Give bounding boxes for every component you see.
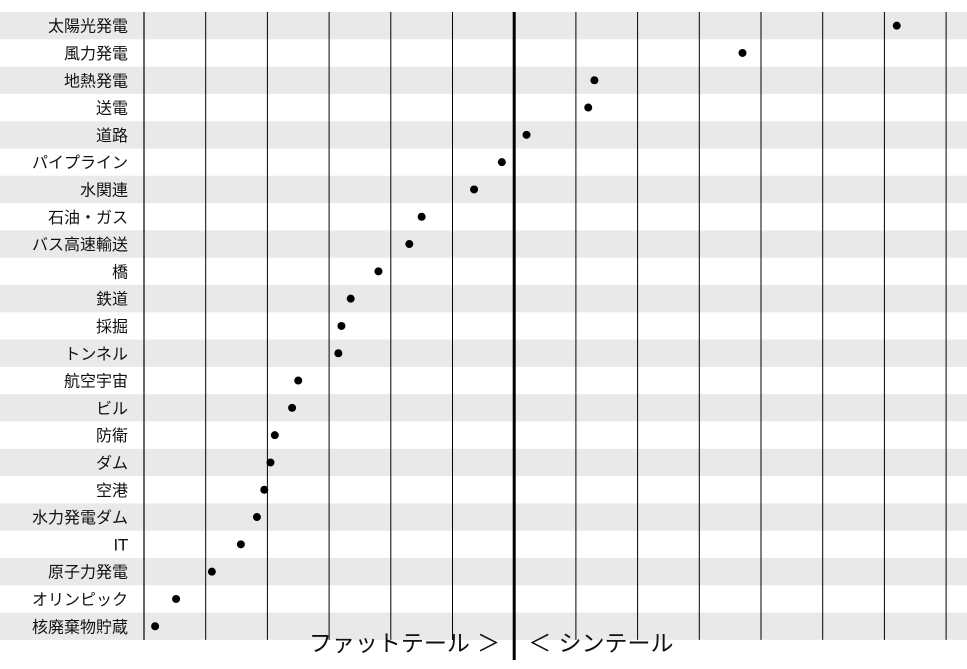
row-bands [0,12,967,640]
row-band [0,121,967,149]
data-point [260,485,269,494]
data-point [207,567,216,576]
category-label: ダム [96,453,128,472]
data-point [590,76,599,85]
category-label: 水関連 [80,180,128,199]
row-band [0,612,967,640]
data-point [151,622,160,631]
category-label: 原子力発電 [48,563,128,582]
row-band [0,394,967,422]
data-point [236,540,245,549]
data-point [337,321,346,330]
data-point [334,349,343,358]
category-label: 石油・ガス [48,208,128,227]
row-band [0,285,967,313]
category-label: 道路 [96,126,128,145]
data-point [405,240,414,249]
row-band [0,339,967,367]
row-band [0,230,967,258]
data-point [270,431,279,440]
data-point [892,21,901,30]
row-band [0,558,967,586]
category-label: オリンピック [32,590,128,609]
category-label: トンネル [64,344,128,363]
category-label: IT [114,535,129,554]
data-point [374,267,383,276]
category-label: 核廃棄物貯蔵 [32,617,128,636]
data-point [294,376,303,385]
category-label: 航空宇宙 [64,372,128,391]
vertical-gridlines [143,12,947,640]
category-label: 橋 [112,262,128,281]
category-label: 地熱発電 [64,71,128,90]
data-point [417,212,426,221]
data-point [266,458,275,467]
category-label: パイプライン [32,153,128,172]
category-label: 鉄道 [96,290,128,309]
category-label: 太陽光発電 [48,17,128,36]
data-point [738,48,747,57]
row-band [0,175,967,204]
data-point [497,158,506,167]
category-label: ビル [96,399,128,418]
row-band [0,503,967,531]
data-points [151,21,901,631]
data-point [252,513,261,522]
category-label: 水力発電ダム [32,508,128,527]
category-label: 風力発電 [64,44,128,63]
category-label: バス高速輸送 [32,235,128,254]
data-point [172,594,181,603]
category-labels: 太陽光発電風力発電地熱発電送電道路パイプライン水関連石油・ガスバス高速輸送橋鉄道… [32,17,128,637]
category-label: 防衛 [96,426,128,445]
category-label: 採掘 [96,317,128,336]
data-point [584,103,593,112]
thin-tail-label: ＜ シンテール [528,631,673,657]
data-point [288,403,297,412]
data-point [346,294,355,303]
data-point [470,185,479,194]
fat-tail-label: ファットテール ＞ [309,631,500,657]
row-band [0,12,967,40]
row-band [0,448,967,477]
data-point [522,130,531,139]
category-label: 送電 [96,99,128,118]
row-band [0,66,967,94]
category-label: 空港 [96,481,128,500]
